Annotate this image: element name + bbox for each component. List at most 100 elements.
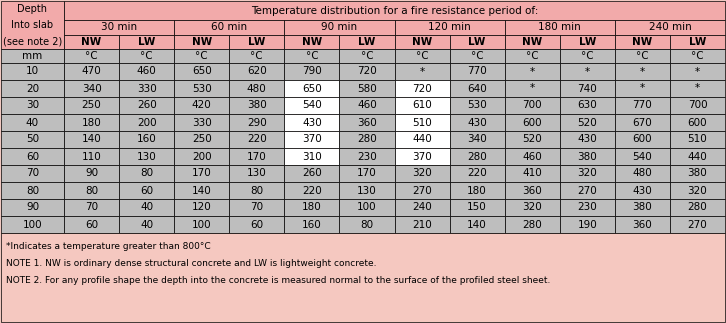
Text: 540: 540 xyxy=(302,100,322,110)
Bar xyxy=(670,80,725,97)
Text: 770: 770 xyxy=(468,67,487,77)
Text: 200: 200 xyxy=(136,118,156,128)
Text: 260: 260 xyxy=(302,169,322,179)
Bar xyxy=(394,97,449,114)
Text: 90 min: 90 min xyxy=(322,23,357,33)
Bar xyxy=(340,131,394,148)
Bar xyxy=(505,63,560,80)
Bar xyxy=(394,182,449,199)
Bar xyxy=(285,63,340,80)
Bar xyxy=(505,131,560,148)
Text: LW: LW xyxy=(358,37,375,47)
Bar xyxy=(340,182,394,199)
Text: NW: NW xyxy=(412,37,432,47)
Bar xyxy=(285,216,340,233)
Bar xyxy=(64,97,119,114)
Bar xyxy=(449,148,505,165)
Bar xyxy=(615,165,670,182)
Bar xyxy=(1,1,64,49)
Bar xyxy=(670,35,725,49)
Bar xyxy=(174,131,229,148)
Bar xyxy=(285,114,340,131)
Bar xyxy=(64,114,119,131)
Text: 10: 10 xyxy=(26,67,39,77)
Bar xyxy=(449,131,505,148)
Bar xyxy=(449,63,505,80)
Text: 280: 280 xyxy=(688,203,707,213)
Text: 240 min: 240 min xyxy=(648,23,691,33)
Bar xyxy=(615,216,670,233)
Bar xyxy=(1,97,64,114)
Bar xyxy=(174,35,229,49)
Text: 520: 520 xyxy=(522,134,542,144)
Text: 120 min: 120 min xyxy=(428,23,471,33)
Bar xyxy=(394,114,449,131)
Bar xyxy=(505,165,560,182)
Bar xyxy=(394,80,449,97)
Bar xyxy=(394,20,505,35)
Bar xyxy=(174,165,229,182)
Bar xyxy=(449,80,505,97)
Text: 320: 320 xyxy=(412,169,432,179)
Bar xyxy=(449,216,505,233)
Bar xyxy=(670,148,725,165)
Bar xyxy=(285,20,394,35)
Bar xyxy=(229,63,285,80)
Bar xyxy=(560,49,615,63)
Bar xyxy=(340,165,394,182)
Text: *: * xyxy=(695,67,700,77)
Bar xyxy=(670,114,725,131)
Text: 70: 70 xyxy=(250,203,264,213)
Bar xyxy=(119,35,174,49)
Text: 210: 210 xyxy=(412,220,432,230)
Text: 100: 100 xyxy=(23,220,42,230)
Bar xyxy=(174,182,229,199)
Text: 70: 70 xyxy=(26,169,39,179)
Bar xyxy=(449,165,505,182)
Text: 320: 320 xyxy=(577,169,597,179)
Bar xyxy=(615,131,670,148)
Bar xyxy=(285,80,340,97)
Bar xyxy=(340,49,394,63)
Text: Temperature distribution for a fire resistance period of:: Temperature distribution for a fire resi… xyxy=(250,5,538,16)
Bar xyxy=(229,199,285,216)
Text: NW: NW xyxy=(632,37,653,47)
Bar xyxy=(64,199,119,216)
Bar xyxy=(229,131,285,148)
Bar xyxy=(1,199,64,216)
Text: 100: 100 xyxy=(192,220,211,230)
Text: °C: °C xyxy=(691,51,703,61)
Bar xyxy=(1,131,64,148)
Bar xyxy=(64,20,174,35)
Bar xyxy=(394,49,449,63)
Bar xyxy=(174,216,229,233)
Bar xyxy=(394,199,449,216)
Text: 130: 130 xyxy=(247,169,266,179)
Text: 110: 110 xyxy=(81,151,102,162)
Bar xyxy=(1,182,64,199)
Text: 530: 530 xyxy=(192,84,211,93)
Bar xyxy=(285,97,340,114)
Text: 270: 270 xyxy=(688,220,707,230)
Bar xyxy=(615,114,670,131)
Text: 70: 70 xyxy=(85,203,98,213)
Bar xyxy=(560,182,615,199)
Text: 650: 650 xyxy=(192,67,211,77)
Text: 90: 90 xyxy=(85,169,98,179)
Text: 140: 140 xyxy=(468,220,487,230)
Text: NW: NW xyxy=(192,37,212,47)
Text: 320: 320 xyxy=(522,203,542,213)
Bar xyxy=(340,216,394,233)
Text: NW: NW xyxy=(81,37,102,47)
Bar xyxy=(285,131,340,148)
Text: Depth: Depth xyxy=(17,4,47,14)
Text: 430: 430 xyxy=(577,134,597,144)
Text: 260: 260 xyxy=(136,100,157,110)
Bar xyxy=(340,97,394,114)
Bar xyxy=(340,35,394,49)
Text: 290: 290 xyxy=(247,118,266,128)
Bar xyxy=(229,216,285,233)
Bar xyxy=(449,182,505,199)
Bar xyxy=(505,80,560,97)
Text: 250: 250 xyxy=(81,100,102,110)
